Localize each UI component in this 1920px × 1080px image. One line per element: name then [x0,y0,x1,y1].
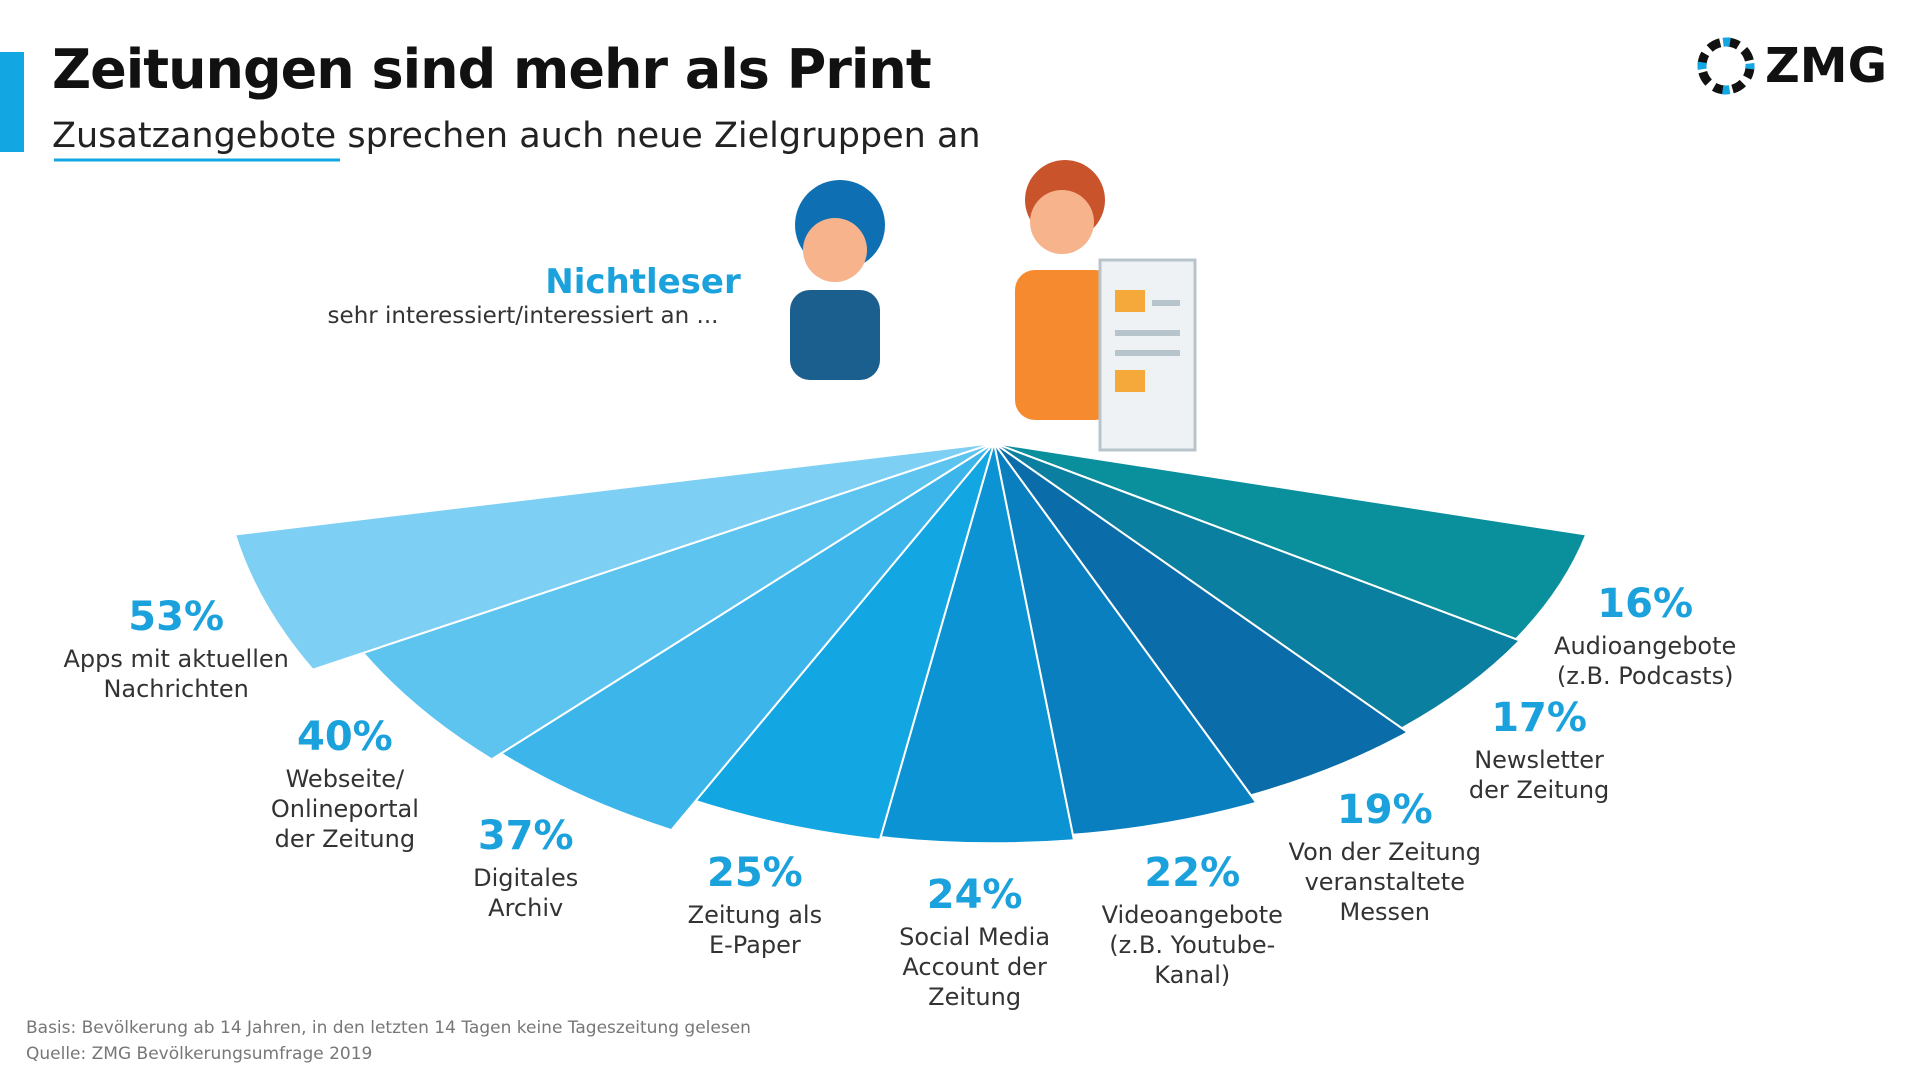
fan [234,442,1588,845]
value-label: 19% [1336,786,1433,833]
footnote: Quelle: ZMG Bevölkerungsumfrage 2019 [26,1044,373,1064]
fan-segment [993,442,1409,797]
value-label: 25% [706,850,803,897]
fan-segment [993,442,1588,641]
category-label: Webseite/ Onlineportal der Zeitung [270,765,419,854]
category-label: Von der Zeitung veranstaltete Messen [1288,837,1482,926]
category-label: Newsletter der Zeitung [1468,745,1610,804]
value-label: 40% [297,714,393,761]
category-label: Apps mit aktuellen Nachrichten [63,644,289,703]
category-label: Zeitung als E-Paper [687,901,823,960]
logo-mark [1697,37,1755,95]
fan-segment [993,442,1258,836]
group-sublabel: sehr interessiert/interessiert an ... [327,303,719,329]
logo: ZMG [1765,38,1887,94]
value-label: 37% [477,813,574,860]
value-label: 17% [1491,694,1587,741]
fan-segment [362,442,995,761]
accent-bar [0,52,24,152]
illustration [790,160,1197,452]
value-label: 53% [128,593,225,640]
category-label: Audioangebote (z.B. Podcasts) [1554,632,1737,691]
fan-segment [499,442,995,832]
fan-segment [993,442,1521,730]
fan-segment [234,442,995,671]
fan-segment [694,442,995,841]
category-label: Digitales Archiv [473,864,579,923]
subtitle: Zusatzangebote sprechen auch neue Zielgr… [52,116,981,156]
fan-segment [879,442,1075,845]
group-label: Nichtleser [545,262,741,302]
category-label: Social Media Account der Zeitung [899,923,1051,1011]
title: Zeitungen sind mehr als Print [52,38,932,101]
value-label: 16% [1597,581,1694,628]
category-label: Videoangebote (z.B. Youtube- Kanal) [1101,900,1283,989]
value-label: 24% [926,872,1023,918]
footnote: Basis: Bevölkerung ab 14 Jahren, in den … [26,1018,751,1038]
value-label: 22% [1144,849,1241,896]
